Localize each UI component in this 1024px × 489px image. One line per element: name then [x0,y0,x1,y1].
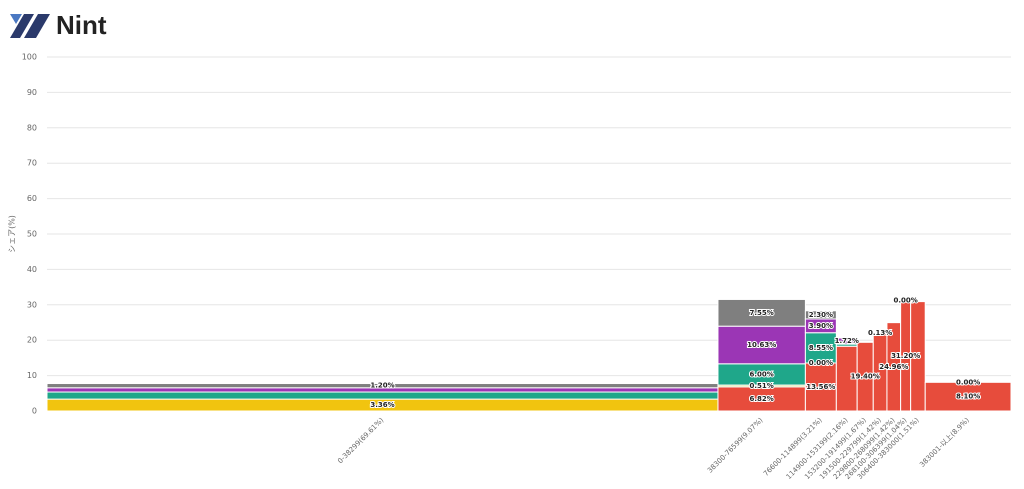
y-tick-label: 80 [27,123,37,132]
y-tick-label: 50 [27,230,37,239]
value-label: 13.56% [806,383,835,391]
value-label: 24.96% [879,363,908,371]
y-tick-label: 60 [27,194,37,203]
value-label: 2.30% [809,311,833,319]
value-label: 1.72% [835,337,859,345]
y-tick-label: 10 [27,371,37,380]
value-label: 6.82% [750,395,774,403]
y-tick-label: 100 [22,53,37,62]
y-tick-label: 30 [27,300,37,309]
value-label: 0.00% [809,359,833,367]
bar-segment [46,391,719,400]
bar-segment [910,301,926,412]
x-tick-label: 383001-以上(8.9%) [918,415,972,469]
logo-text: Nint [56,10,107,40]
x-tick-label: 0-38299(69.61%) [336,416,385,465]
value-label: 3.90% [809,322,833,330]
value-label: 31.20% [891,352,920,360]
value-label: 1.20% [370,382,394,390]
bar-segment [717,298,806,327]
value-label: 0.00% [893,297,917,305]
bar-segment [924,381,1012,412]
x-tick-label: 38300-76599(9.07%) [706,416,765,475]
bar-segment [835,337,858,345]
logo-icon [10,14,50,38]
value-label: 19.40% [851,373,880,381]
value-label: 3.36% [370,401,394,409]
value-label: 6.00% [750,370,774,378]
bar-segment [804,310,837,320]
y-tick-label: 90 [27,88,37,97]
value-label: 0.00% [956,378,980,386]
value-label: 8.55% [809,344,833,352]
value-label: 7.55% [750,309,774,317]
y-tick-label: 40 [27,265,37,274]
bar-segment [717,325,806,365]
value-label: 0.51% [750,382,774,390]
value-label: 8.10% [956,393,980,401]
y-tick-label: 0 [32,407,37,416]
y-tick-label: 20 [27,336,37,345]
bar-segment [804,362,837,412]
y-axis-label: シェア(%) [8,215,17,253]
value-label: 10.63% [747,341,776,349]
y-tick-label: 70 [27,159,37,168]
value-label: 0.13% [868,329,892,337]
